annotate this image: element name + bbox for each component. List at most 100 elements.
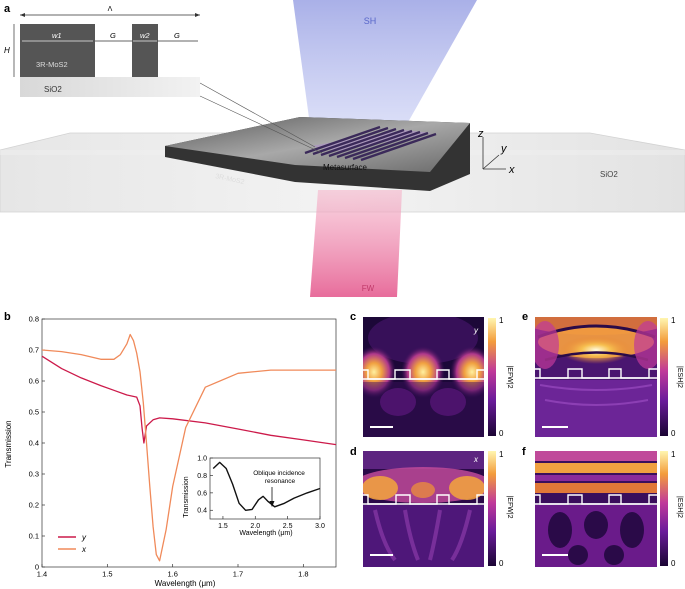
fw-beam <box>310 190 402 297</box>
field-lobe <box>363 346 396 398</box>
colorbar <box>660 318 668 436</box>
cross-section-inset: SiO2 3R-MoS2 Λ w1 G w2 G H <box>4 6 200 97</box>
ridge-w1 <box>20 24 95 77</box>
field-hotspot <box>560 336 632 364</box>
grating-bar <box>360 132 437 162</box>
panel-label-a: a <box>4 3 11 15</box>
fw-beam-label: FW <box>362 284 375 293</box>
y-tick-label: 1.0 <box>197 455 207 462</box>
substrate-label: SiO2 <box>600 170 618 179</box>
field-map-d <box>363 451 484 567</box>
y-label: y <box>500 143 508 155</box>
series-line-x <box>41 333 336 562</box>
y-tick-label: 0 <box>35 563 39 572</box>
field-lobe <box>634 321 657 369</box>
panel-label-c: c <box>350 311 356 323</box>
y-tick-label: 0.8 <box>197 473 207 480</box>
y-tick-label: 0.7 <box>29 346 39 355</box>
grating-bar <box>336 129 413 159</box>
panel-label-b: b <box>4 311 11 323</box>
lambda-label: Λ <box>108 6 113 13</box>
field-lobe <box>449 476 484 500</box>
grating-bar <box>320 127 397 157</box>
field-lobe <box>380 388 416 416</box>
y-tick-label: 0.1 <box>29 532 39 541</box>
field-node <box>620 512 644 548</box>
panel-c: c y 1 0 |EFW|2 <box>350 311 513 438</box>
y-tick-label: 0.3 <box>29 470 39 479</box>
w2-label: w2 <box>140 31 150 40</box>
colorbar-max: 1 <box>671 316 676 325</box>
panel-label-f: f <box>522 446 526 458</box>
y-tick-label: 0.5 <box>29 408 39 417</box>
grating-bar <box>352 131 429 161</box>
colorbar <box>488 318 496 436</box>
x-tick-label: 3.0 <box>315 523 325 530</box>
x-tick-label: 1.4 <box>37 570 47 579</box>
axes-triad: z y x <box>477 128 515 176</box>
g1-label: G <box>110 31 116 40</box>
colorbar-label: |EFW|2 <box>506 365 513 388</box>
field-band <box>363 451 484 469</box>
metasurface-label: Metasurface <box>323 163 368 172</box>
y-axis <box>482 154 500 170</box>
colorbar-label: |ESH|2 <box>676 366 683 388</box>
y-tick-label: 0.2 <box>29 501 39 510</box>
field-lower <box>535 380 657 437</box>
field-lobe <box>535 321 559 369</box>
grating-bar <box>304 125 381 155</box>
annotation-arrow-head <box>269 501 275 507</box>
polarization-label: y <box>473 326 479 335</box>
panel-label-d: d <box>350 446 357 458</box>
field-map-e <box>535 317 657 437</box>
panel-b: b 1.4 1.5 1.6 1.7 1.8 0 0.1 0.2 0.3 0.4 0.5 0.6 0.7 0… <box>4 311 337 588</box>
plot-frame <box>209 457 321 520</box>
colorbar-max: 1 <box>499 450 504 459</box>
field-node <box>568 545 588 565</box>
field-band <box>535 451 657 461</box>
series-line-y <box>41 355 337 446</box>
colorbar-max: 1 <box>499 316 504 325</box>
inset-annotation: Oblique incidence resonance <box>253 470 307 485</box>
g2-label: G <box>174 31 180 40</box>
field-streaks <box>373 509 472 562</box>
annotation-line-2: resonance <box>265 478 296 485</box>
grating-bar <box>328 128 405 158</box>
transmission-plot: 1.4 1.5 1.6 1.7 1.8 0 0.1 0.2 0.3 0.4 0.5 0.6 0.7 0.8 <box>29 315 337 579</box>
field-node <box>584 511 608 539</box>
colorbar-label: |EFW|2 <box>506 495 513 518</box>
colorbar-label: |ESH|2 <box>676 496 683 518</box>
field-band <box>535 483 657 493</box>
metasurface-grating <box>304 125 437 162</box>
field-node <box>604 545 624 565</box>
legend-label-x: x <box>81 545 87 554</box>
x-tick-label: 2.5 <box>283 523 293 530</box>
polarization-label: x <box>473 455 479 464</box>
x-label: x <box>508 164 515 176</box>
grating-bar <box>312 126 389 156</box>
colorbar-max: 1 <box>671 450 676 459</box>
field-lobe <box>368 317 478 364</box>
panel-d: d x 1 0 |EFW|2 <box>350 446 513 568</box>
series-line-s0 <box>212 461 321 511</box>
x-tick-label: 1.5 <box>218 523 228 530</box>
legend-label-y: y <box>81 533 87 542</box>
inset-x-axis-label: Wavelength (μm) <box>239 530 292 537</box>
x-tick-label: 1.6 <box>167 570 177 579</box>
field-map-c <box>363 317 484 437</box>
inset-substrate <box>20 77 200 97</box>
field-node <box>548 512 572 548</box>
field-lobe <box>401 346 445 398</box>
inset-plot: 1.5 2.0 2.5 3.0 0.4 0.6 0.8 1.0 <box>197 455 325 530</box>
colorbar-min: 0 <box>671 559 676 568</box>
y-tick-label: 0.8 <box>29 315 39 324</box>
panel-e: e 1 0 |ESH|2 <box>522 311 683 438</box>
sh-beam-label: SH <box>364 16 377 26</box>
y-tick-label: 0.4 <box>197 508 207 515</box>
x-tick-label: 1.8 <box>298 570 308 579</box>
field-map-f <box>535 451 657 567</box>
y-tick-label: 0.6 <box>197 490 207 497</box>
panel-label-e: e <box>522 311 528 323</box>
legend: y x <box>58 533 87 554</box>
inset-substrate-label: SiO2 <box>44 85 62 94</box>
